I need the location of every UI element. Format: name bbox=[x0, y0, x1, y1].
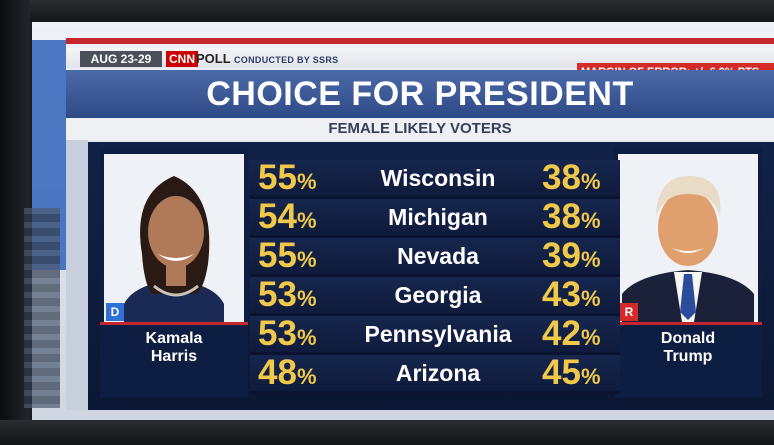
harris-percent: 54% bbox=[258, 197, 317, 236]
title-band bbox=[66, 70, 774, 118]
trump-first-name: Donald bbox=[660, 330, 716, 347]
subtitle-band bbox=[66, 118, 774, 140]
harris-photo bbox=[104, 154, 244, 322]
result-row: 55% Nevada 39% bbox=[250, 238, 620, 277]
trump-percent: 43% bbox=[542, 275, 601, 314]
tv-bezel-bottom bbox=[0, 420, 774, 445]
state-name: Pennsylvania bbox=[364, 321, 512, 347]
harris-percent: 55% bbox=[258, 236, 317, 275]
trump-percent: 42% bbox=[542, 314, 601, 353]
poll-date: AUG 23-29 bbox=[80, 51, 162, 67]
candidate-card-harris: D Kamala Harris bbox=[100, 148, 248, 398]
tv-bezel-top bbox=[0, 0, 774, 22]
republican-badge: R bbox=[620, 303, 638, 321]
harris-name-rule bbox=[100, 322, 248, 325]
body-left-margin bbox=[66, 140, 88, 410]
state-name: Georgia bbox=[394, 282, 482, 308]
state-name: Arizona bbox=[395, 360, 481, 386]
trump-percent: 38% bbox=[542, 197, 601, 236]
background-monitor-strip bbox=[24, 208, 60, 408]
state-name: Wisconsin bbox=[380, 165, 496, 191]
harris-first-name: Kamala bbox=[145, 330, 203, 347]
trump-percent: 45% bbox=[542, 353, 601, 392]
trump-name: Donald Trump bbox=[614, 330, 762, 366]
trump-name-rule bbox=[614, 322, 762, 325]
harris-last-name: Harris bbox=[150, 348, 198, 365]
conducted-by: CONDUCTED BY SSRS bbox=[234, 55, 339, 65]
trump-percent: 39% bbox=[542, 236, 601, 275]
results-table: 55% Wisconsin 38% 54% Michigan 38% 55% N… bbox=[250, 160, 620, 394]
harris-percent: 53% bbox=[258, 314, 317, 353]
trump-percent: 38% bbox=[542, 158, 601, 197]
state-name: Nevada bbox=[397, 243, 479, 269]
harris-percent: 55% bbox=[258, 158, 317, 197]
candidate-card-trump: R Donald Trump bbox=[614, 148, 762, 398]
harris-name: Kamala Harris bbox=[100, 330, 248, 366]
result-row: 53% Pennsylvania 42% bbox=[250, 316, 620, 355]
trump-photo bbox=[618, 154, 758, 322]
cnn-logo: CNN bbox=[166, 51, 198, 67]
democrat-badge: D bbox=[106, 303, 124, 321]
result-row: 54% Michigan 38% bbox=[250, 199, 620, 238]
trump-last-name: Trump bbox=[663, 348, 713, 365]
harris-percent: 53% bbox=[258, 275, 317, 314]
harris-percent: 48% bbox=[258, 353, 317, 392]
page-subtitle: FEMALE LIKELY VOTERS bbox=[328, 120, 512, 137]
header-red-line bbox=[66, 38, 774, 44]
poll-label: POLL bbox=[196, 51, 231, 66]
state-name: Michigan bbox=[388, 204, 488, 230]
result-row: 48% Arizona 45% bbox=[250, 355, 620, 394]
result-row: 53% Georgia 43% bbox=[250, 277, 620, 316]
result-row: 55% Wisconsin 38% bbox=[250, 160, 620, 199]
page-title: CHOICE FOR PRESIDENT bbox=[206, 75, 634, 113]
